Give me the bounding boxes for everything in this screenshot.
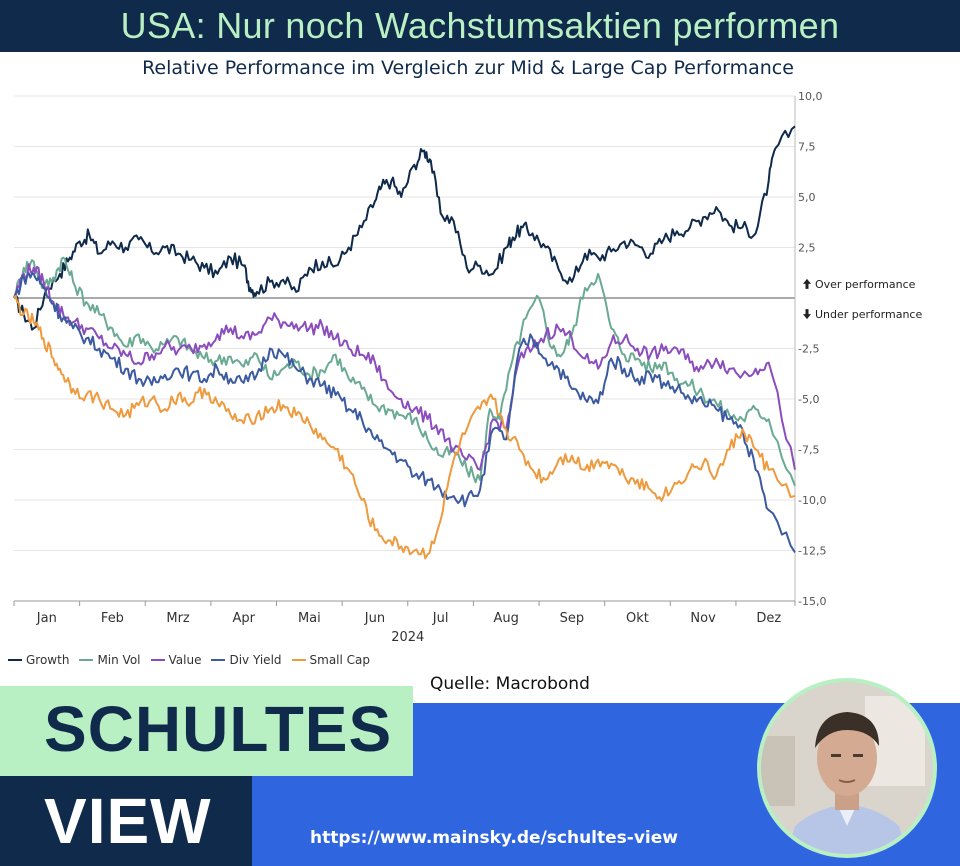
source-note: Quelle: Macrobond (430, 674, 590, 694)
legend-swatch (291, 659, 306, 661)
x-tick-label: Apr (232, 611, 255, 626)
legend-label: Growth (26, 653, 70, 667)
x-tick-label: Feb (101, 611, 124, 626)
y-tick-label: -10,0 (798, 494, 826, 507)
series-line-value (13, 263, 796, 471)
y-tick-label: 10,0 (798, 90, 823, 103)
legend-swatch (79, 659, 94, 661)
chart-subtitle: Relative Performance im Vergleich zur Mi… (142, 57, 794, 79)
brand-word-schultes: SCHULTES (44, 693, 393, 765)
arrow-up-icon (803, 278, 811, 289)
y-tick-label: 5,0 (798, 191, 816, 204)
x-tick-label: Mrz (166, 611, 190, 626)
x-axis-label: 2024 (391, 630, 424, 645)
chart-legend: Growth Min Vol Value Div Yield Small Cap (8, 653, 370, 667)
x-tick-label: Nov (690, 611, 716, 626)
legend-label: Min Vol (97, 653, 141, 667)
series-line-div-yield (13, 272, 796, 554)
x-tick-label: Sep (560, 611, 585, 626)
series-line-growth (13, 125, 796, 331)
portrait-photo (757, 678, 937, 858)
legend-label: Div Yield (229, 653, 282, 667)
headline: USA: Nur noch Wachstumsaktien performen (120, 5, 840, 46)
brand-block-schultes: SCHULTES (0, 686, 413, 776)
legend-item-div-yield: Div Yield (211, 653, 282, 667)
y-tick-label: -2,5 (798, 343, 819, 356)
x-tick-label: Dez (756, 611, 781, 626)
legend-item-growth: Growth (8, 653, 69, 667)
y-tick-label: 7,5 (798, 141, 816, 154)
legend-item-value: Value (150, 653, 202, 667)
y-tick-label: 2,5 (798, 242, 816, 255)
x-tick-label: Okt (626, 611, 649, 626)
legend-item-min-vol: Min Vol (79, 653, 141, 667)
series-line-small-cap (13, 295, 796, 560)
legend-swatch (8, 659, 22, 661)
arrow-down-icon (803, 309, 811, 320)
legend-label: Small Cap (309, 653, 371, 667)
x-tick-label: Jul (432, 611, 449, 626)
x-tick-label: Aug (494, 611, 519, 626)
legend-item-small-cap: Small Cap (291, 653, 371, 667)
x-tick-label: Mai (298, 611, 321, 626)
legend-swatch (211, 659, 226, 661)
annotation-down: Under performance (815, 308, 922, 321)
series-line-min-vol (13, 256, 796, 487)
y-tick-label: -15,0 (798, 595, 826, 608)
brand-block-view: VIEW (0, 776, 252, 866)
headline-banner: USA: Nur noch Wachstumsaktien performen (0, 0, 960, 52)
legend-swatch (150, 659, 165, 661)
website-link[interactable]: https://www.mainsky.de/schultes-view (310, 828, 678, 848)
performance-chart: 10,0 7,5 5,0 2,5 -2,5 -5,0 -7,5 -10,0 -12,5 -15,0… (13, 90, 922, 645)
x-tick-label: Jan (36, 611, 57, 626)
y-tick-label: -12,5 (798, 545, 826, 558)
y-tick-label: -7,5 (798, 444, 819, 457)
annotation-up: Over performance (815, 278, 916, 291)
brand-block-blue-lower (252, 776, 413, 866)
x-tick-label: Jun (364, 611, 385, 626)
y-tick-label: -5,0 (798, 393, 819, 406)
brand-word-view: VIEW (44, 785, 212, 857)
legend-label: Value (168, 653, 202, 667)
